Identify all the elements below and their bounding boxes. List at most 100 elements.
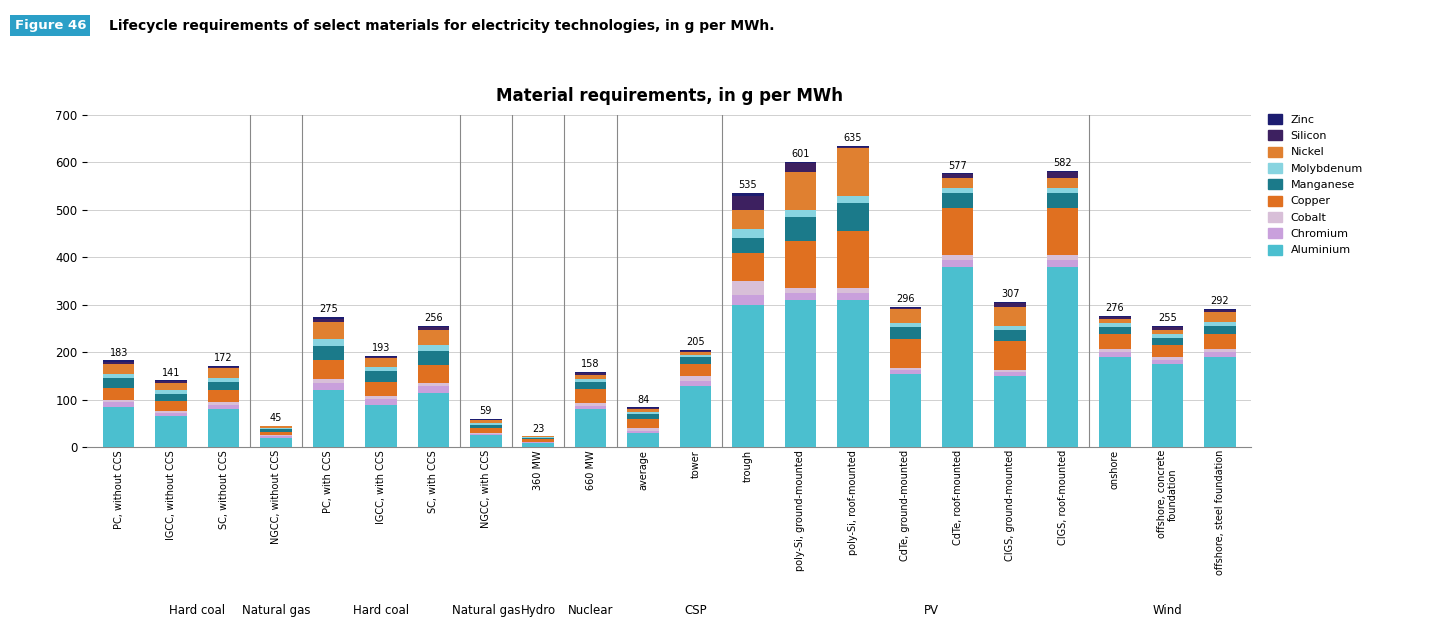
Bar	[313, 323, 345, 339]
Bar	[837, 148, 869, 196]
Text: 292: 292	[1211, 296, 1229, 306]
Bar	[889, 309, 921, 323]
Bar	[1205, 357, 1235, 447]
Bar	[627, 412, 659, 414]
Bar	[522, 436, 554, 437]
Bar	[1205, 326, 1235, 334]
Bar	[1046, 260, 1078, 267]
Text: 141: 141	[162, 367, 180, 378]
Bar	[1152, 357, 1183, 360]
Bar	[784, 300, 816, 447]
Bar	[1152, 330, 1183, 334]
Bar	[679, 357, 711, 364]
Bar	[732, 305, 764, 447]
Bar	[575, 403, 607, 406]
Bar	[627, 428, 659, 431]
Bar	[941, 188, 973, 194]
Bar	[732, 238, 764, 252]
Bar	[365, 404, 397, 447]
Bar	[470, 423, 502, 424]
Bar	[784, 217, 816, 241]
Bar	[994, 341, 1026, 370]
Bar	[208, 390, 240, 402]
Bar	[575, 410, 607, 447]
Bar	[575, 374, 607, 380]
Bar	[1046, 267, 1078, 447]
Bar	[889, 327, 921, 339]
Text: 255: 255	[1158, 313, 1177, 323]
Bar	[156, 401, 186, 411]
Bar	[260, 431, 292, 435]
Text: 205: 205	[687, 337, 704, 347]
Bar	[575, 380, 607, 381]
Bar	[470, 424, 502, 428]
Text: Natural gas: Natural gas	[451, 604, 519, 617]
Bar	[941, 208, 973, 255]
Bar	[941, 194, 973, 208]
Bar	[679, 350, 711, 351]
Bar	[732, 229, 764, 238]
Text: Hard coal: Hard coal	[169, 604, 226, 617]
Bar	[1205, 352, 1235, 357]
Bar	[1152, 327, 1183, 330]
Bar	[1152, 364, 1183, 447]
Bar	[208, 366, 240, 367]
Bar	[889, 367, 921, 370]
Bar	[470, 434, 502, 435]
Bar	[260, 429, 292, 431]
Bar	[1099, 352, 1131, 357]
Text: 158: 158	[582, 360, 599, 369]
Bar	[941, 178, 973, 188]
Bar	[365, 381, 397, 396]
Bar	[365, 358, 397, 367]
Bar	[470, 428, 502, 433]
Bar	[418, 365, 450, 383]
Bar	[470, 420, 502, 423]
Legend: Zinc, Silicon, Nickel, Molybdenum, Manganese, Copper, Cobalt, Chromium, Aluminiu: Zinc, Silicon, Nickel, Molybdenum, Manga…	[1269, 114, 1363, 256]
Bar	[313, 339, 345, 346]
Bar	[575, 389, 607, 403]
Bar	[365, 371, 397, 381]
Bar	[1046, 178, 1078, 188]
Bar	[522, 439, 554, 442]
Bar	[1046, 173, 1078, 178]
Bar	[1099, 327, 1131, 334]
Bar	[156, 417, 186, 447]
Bar	[470, 435, 502, 447]
Bar	[784, 162, 816, 164]
Bar	[889, 339, 921, 367]
Text: 635: 635	[844, 133, 861, 143]
Bar	[784, 288, 816, 293]
Bar	[1099, 348, 1131, 352]
Bar	[1099, 323, 1131, 327]
Bar	[103, 374, 134, 378]
Bar	[1152, 360, 1183, 364]
Bar	[994, 330, 1026, 341]
Text: Natural gas: Natural gas	[242, 604, 310, 617]
Bar	[1046, 171, 1078, 173]
Bar	[994, 370, 1026, 373]
Bar	[418, 330, 450, 345]
Bar	[1099, 316, 1131, 317]
Text: 84: 84	[637, 394, 649, 404]
Bar	[994, 326, 1026, 330]
Bar	[1046, 194, 1078, 208]
Bar	[732, 252, 764, 281]
Bar	[837, 203, 869, 231]
Bar	[837, 146, 869, 148]
Bar	[1205, 310, 1235, 312]
Text: Wind: Wind	[1152, 604, 1183, 617]
Bar	[418, 383, 450, 386]
Bar	[837, 293, 869, 300]
Bar	[365, 357, 397, 358]
Bar	[837, 231, 869, 288]
Bar	[208, 367, 240, 368]
Bar	[732, 210, 764, 229]
Bar	[1205, 334, 1235, 348]
Bar	[208, 402, 240, 404]
Bar	[1046, 188, 1078, 194]
Bar	[103, 362, 134, 364]
Bar	[156, 390, 186, 394]
Bar	[994, 307, 1026, 326]
Bar	[889, 323, 921, 327]
